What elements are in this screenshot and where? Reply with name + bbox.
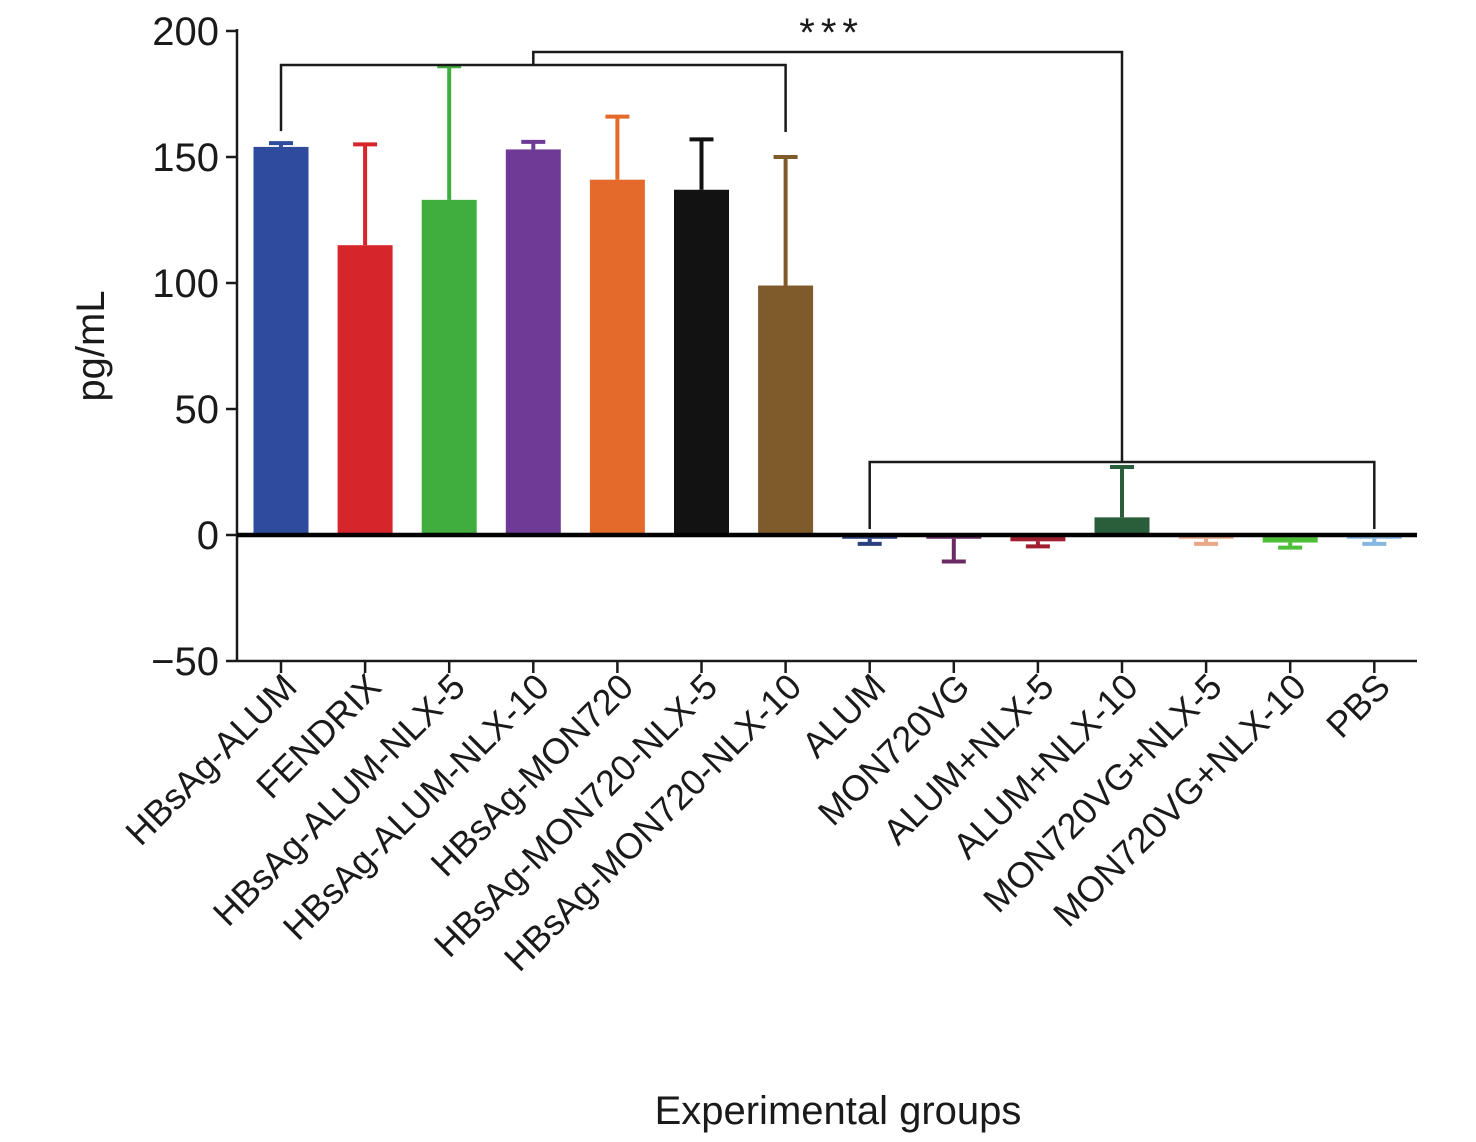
axes: [235, 29, 1417, 673]
bar: [1262, 535, 1318, 543]
y-tick-label: −50: [151, 640, 219, 684]
bars: [253, 64, 1402, 564]
bar: [337, 245, 393, 535]
bar: [758, 285, 814, 535]
bracket-connector: [532, 50, 1124, 462]
y-tick-label: 100: [152, 262, 219, 306]
bar: [674, 189, 729, 535]
y-tick-label: 50: [175, 388, 220, 432]
x-tick-label: PBS: [1318, 666, 1398, 746]
bar: [1094, 517, 1150, 535]
y-axis-ticks: 200 150 100 50 0 −50: [151, 10, 237, 684]
bracket-group-a: [279, 63, 787, 132]
y-tick-label: 150: [152, 136, 219, 180]
y-axis-title: pg/mL: [69, 290, 113, 401]
bar: [253, 146, 309, 536]
significance-label: ***: [799, 11, 864, 55]
y-tick-label: 200: [152, 10, 219, 54]
bar: [1010, 535, 1066, 542]
bar: [505, 149, 561, 535]
y-tick-label: 0: [197, 514, 219, 558]
x-axis-category-labels: HBsAg-ALUMFENDRIXHBsAg-ALUM-NLX-5HBsAg-A…: [117, 666, 1398, 979]
significance-brackets: [279, 50, 1376, 529]
bar: [589, 179, 645, 535]
x-axis-title: Experimental groups: [655, 1089, 1022, 1133]
bar: [421, 199, 477, 535]
